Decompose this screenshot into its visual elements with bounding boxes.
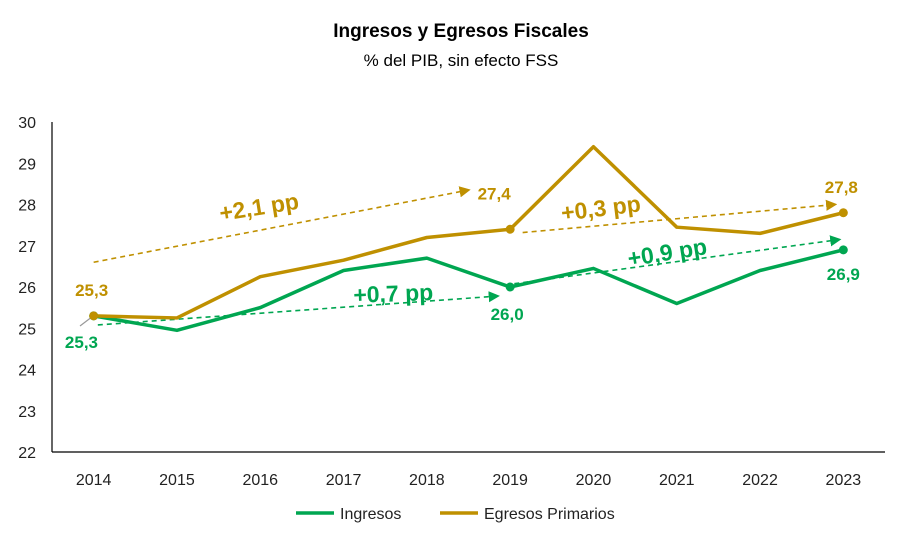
series-line-ingresos: [93, 248, 844, 333]
annotation-label: +0,7 pp: [353, 279, 434, 308]
x-tick-label: 2020: [576, 472, 612, 489]
chart-title: Ingresos y Egresos Fiscales: [333, 21, 589, 42]
data-point-marker: [505, 282, 515, 292]
label-leader-line: [79, 317, 92, 327]
x-tick-label: 2015: [159, 472, 195, 489]
annotation-label: +0,9 pp: [626, 233, 709, 271]
y-tick-label: 22: [18, 445, 36, 462]
data-point-marker: [838, 208, 848, 218]
trend-arrows: [93, 186, 842, 326]
data-labels: 25,3 26,0 26,9 25,3 27,4 27,8: [65, 178, 860, 352]
data-point-marker: [838, 245, 848, 255]
annotations: +2,1 pp +0,3 pp +0,7 pp +0,9 pp: [218, 188, 709, 308]
data-markers: [79, 208, 848, 327]
y-tick-label: 24: [18, 363, 36, 380]
trend-arrow-egresos-2019-2023: [522, 199, 838, 234]
data-label: 25,3: [65, 333, 98, 352]
chart-subtitle: % del PIB, sin efecto FSS: [364, 51, 559, 70]
x-tick-label: 2014: [76, 472, 112, 489]
y-tick-label: 23: [18, 404, 36, 421]
y-tick-label: 25: [18, 321, 36, 338]
x-tick-label: 2017: [326, 472, 362, 489]
x-tick-label: 2023: [826, 472, 862, 489]
data-label: 25,3: [75, 281, 108, 300]
data-label: 27,8: [825, 178, 858, 197]
legend-label: Ingresos: [340, 506, 401, 523]
data-label: 26,0: [491, 305, 524, 324]
trend-arrow-ingresos-2014-2019: [97, 291, 500, 326]
x-tick-label: 2018: [409, 472, 445, 489]
x-tick-label: 2022: [742, 472, 778, 489]
annotation-label: +2,1 pp: [218, 188, 301, 226]
x-tick-label: 2016: [242, 472, 278, 489]
y-tick-label: 27: [18, 239, 36, 256]
y-tick-label: 29: [18, 156, 36, 173]
series-line-egresos-primarios: [93, 145, 844, 320]
trend-arrow-egresos-2014-2019: [93, 186, 471, 264]
annotation-label: +0,3 pp: [560, 190, 642, 226]
data-label: 26,9: [827, 265, 860, 284]
legend-label: Egresos Primarios: [484, 506, 615, 523]
series-lines: [93, 145, 844, 333]
y-tick-label: 26: [18, 280, 36, 297]
data-point-marker: [505, 224, 515, 234]
data-point-marker: [89, 311, 99, 321]
data-label: 27,4: [478, 184, 512, 203]
trend-arrow-ingresos-2019-2023: [514, 235, 842, 285]
y-tick-label: 30: [18, 115, 36, 132]
y-axis-ticks: 22 23 24 25 26 27 28 29 30: [18, 115, 36, 462]
x-tick-label: 2021: [659, 472, 695, 489]
x-tick-label: 2019: [492, 472, 528, 489]
x-axis-ticks: 2014 2015 2016 2017 2018 2019 2020 2021 2022 2023: [76, 472, 861, 489]
legend: Ingresos Egresos Primarios: [296, 506, 615, 523]
y-tick-label: 28: [18, 198, 36, 215]
